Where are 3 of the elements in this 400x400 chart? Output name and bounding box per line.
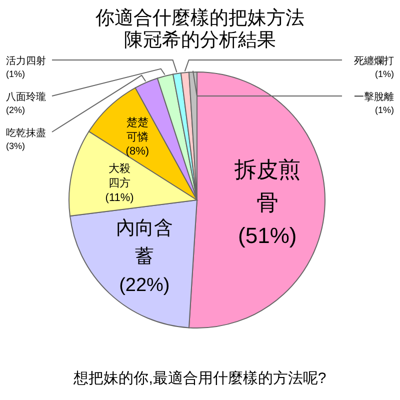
- subtitle: 陳冠希的分析結果: [124, 30, 276, 51]
- title: 你適合什麼樣的把妹方法: [96, 8, 304, 29]
- annotation: 想把妹的你,最適合用什麼樣的方法呢?: [74, 370, 326, 387]
